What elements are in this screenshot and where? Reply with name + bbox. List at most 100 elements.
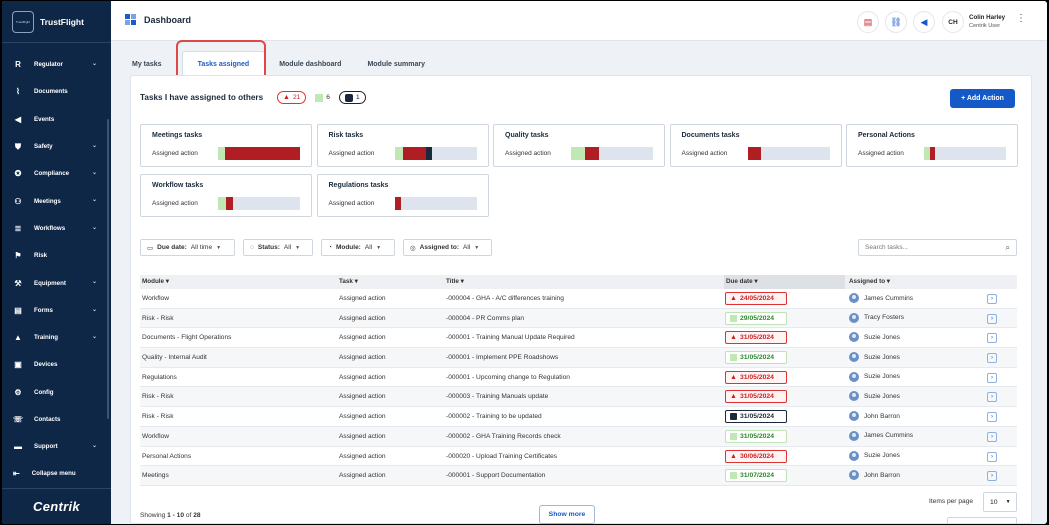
task-card[interactable]: Documents tasks Assigned action: [669, 124, 842, 167]
due-date-filter[interactable]: ▭ Due date: All time ▼: [140, 239, 235, 256]
table-row[interactable]: Meetings Assigned action -000001 - Support…: [140, 466, 1017, 486]
open-row-icon[interactable]: ›: [987, 313, 997, 324]
task-card[interactable]: Risk tasks Assigned action: [316, 124, 489, 167]
green-square-icon: [730, 354, 737, 362]
cell-task: Assigned action: [339, 314, 386, 322]
due-date-badge: ▲ 30/06/2024: [725, 449, 787, 463]
add-action-button[interactable]: + Add Action: [950, 89, 1015, 108]
open-row-icon[interactable]: ›: [987, 471, 997, 482]
sidebar-item-workflows[interactable]: ≣ Workflows ⌄: [2, 215, 111, 242]
task-card[interactable]: Meetings tasks Assigned action: [140, 124, 312, 167]
column-header-module[interactable]: Module ▾: [142, 278, 169, 285]
status-counts: ▲ 21 6 1: [277, 91, 366, 104]
open-row-icon[interactable]: ›: [987, 372, 997, 383]
megaphone-icon[interactable]: ◀: [913, 11, 935, 33]
column-header-due-date[interactable]: Due date ▾: [724, 275, 845, 289]
sidebar-item-safety[interactable]: ⛊ Safety ⌄: [2, 133, 111, 160]
search-input[interactable]: Search tasks... ⌕: [858, 239, 1017, 256]
show-more-button[interactable]: Show more: [539, 505, 595, 524]
sidebar-scrollbar[interactable]: [107, 119, 109, 419]
sidebar-item-contacts[interactable]: ☏ Contacts: [2, 406, 111, 433]
collapse-menu-label: Collapse menu: [31, 469, 76, 477]
column-header-task[interactable]: Task ▾: [339, 278, 358, 285]
green-square-icon: [730, 432, 737, 440]
assignee: Suzie Jones: [849, 391, 900, 402]
sidebar-item-regulator[interactable]: R Regulator ⌄: [2, 51, 111, 78]
task-card[interactable]: Personal Actions Assigned action: [846, 124, 1018, 167]
progress-bar: [394, 147, 477, 160]
search-icon[interactable]: ⌕: [1005, 243, 1010, 252]
status-icon: ◌: [250, 244, 254, 251]
cell-task: Assigned action: [339, 413, 386, 421]
overdue-count-badge: ▲ 21: [277, 91, 307, 104]
table-row[interactable]: Risk - Risk Assigned action -000002 - Trai…: [140, 407, 1017, 427]
sidebar-item-events[interactable]: ◀ Events: [2, 106, 111, 133]
tab-module-summary[interactable]: Module summary: [367, 60, 426, 68]
assigned-to-filter[interactable]: ◎ Assigned to: All ▼: [403, 239, 492, 256]
more-options-icon[interactable]: ⋮: [1016, 13, 1026, 24]
assignee: Suzie Jones: [849, 352, 900, 363]
assignee-name: John Barron: [864, 412, 900, 420]
table-row[interactable]: Risk - Risk Assigned action -000004 - PR C…: [140, 308, 1017, 329]
bar-segment-overdue: [226, 197, 233, 210]
sidebar-item-compliance[interactable]: ✪ Compliance ⌄: [2, 160, 111, 187]
table-row[interactable]: Documents - Flight Operations Assigned ac…: [140, 328, 1017, 349]
bar-segment-overdue: [584, 147, 599, 160]
table-row[interactable]: Personal Actions Assigned action -000020 -…: [140, 447, 1017, 467]
bar-segment-done: [571, 147, 585, 160]
sidebar-item-forms[interactable]: ▤ Forms ⌄: [2, 297, 111, 324]
tab-module-dashboard[interactable]: Module dashboard: [279, 60, 342, 68]
sidebar-item-documents[interactable]: ⌇ Documents: [2, 78, 111, 105]
due-date: 30/06/2024: [739, 452, 774, 460]
card-title: Quality tasks: [505, 132, 549, 139]
sidebar-item-devices[interactable]: ▣ Devices: [2, 351, 111, 378]
sidebar-item-config[interactable]: ⚙ Config: [2, 379, 111, 406]
table-row[interactable]: Regulations Assigned action -000001 - Upco…: [140, 368, 1017, 388]
due-date-badge: 31/05/2024: [725, 410, 787, 424]
open-row-icon[interactable]: ›: [987, 294, 997, 304]
table-row[interactable]: Workflow Assigned action -000004 - GHA - A…: [140, 289, 1017, 309]
column-header-title[interactable]: Title ▾: [446, 278, 464, 285]
open-row-icon[interactable]: ›: [987, 353, 997, 364]
column-header-assigned-to[interactable]: Assigned to ▾: [849, 278, 890, 285]
link-icon[interactable]: ⛓: [885, 11, 907, 33]
task-card[interactable]: Quality tasks Assigned action: [493, 124, 665, 167]
collapse-menu-button[interactable]: ⇤ Collapse menu: [2, 461, 111, 485]
tab-tasks-assigned[interactable]: Tasks assigned: [181, 51, 266, 77]
assignee-name: James Cummins: [864, 432, 914, 440]
sidebar-item-meetings[interactable]: ⚇ Meetings ⌄: [2, 187, 111, 214]
task-card[interactable]: Regulations tasks Assigned action: [316, 174, 489, 217]
status-filter[interactable]: ◌ Status: All ▼: [243, 239, 313, 256]
open-row-icon[interactable]: ›: [987, 333, 997, 344]
sidebar-item-equipment[interactable]: ⚒ Equipment ⌄: [2, 269, 111, 296]
table-row[interactable]: Risk - Risk Assigned action -000003 - Trai…: [140, 387, 1017, 408]
sidebar-item-support[interactable]: ▬ Support ⌄: [2, 433, 111, 460]
pagination-box[interactable]: [947, 517, 1017, 524]
filter-label: Module:: [335, 244, 361, 251]
filter-bar: ▭ Due date: All time ▼ ◌ Status: All ▼ ◔ Module…: [140, 239, 492, 256]
tab-my-tasks[interactable]: My tasks: [132, 60, 162, 68]
due-date-badge: ▲ 31/05/2024: [725, 370, 787, 384]
sidebar-item-label: Support: [34, 443, 58, 451]
module-filter[interactable]: ◔ Module: All ▼: [321, 239, 395, 256]
user-menu[interactable]: CH Colin Harley Centrik User: [942, 10, 1026, 34]
chevron-down-icon: ▼: [474, 244, 480, 251]
document-icon[interactable]: ▤: [857, 11, 879, 33]
open-row-icon[interactable]: ›: [987, 392, 997, 403]
card-title: Risk tasks: [328, 132, 364, 139]
task-card[interactable]: Workflow tasks Assigned action: [140, 174, 312, 217]
chevron-down-icon: ▼: [216, 244, 222, 251]
chevron-down-icon: ▼: [376, 244, 382, 251]
sidebar-item-risk[interactable]: ⚑ Risk: [2, 242, 111, 269]
brand[interactable]: TrustFlight TrustFlight: [12, 11, 84, 33]
cell-title: -000020 - Upload Training Certificates: [446, 452, 558, 460]
sidebar-item-training[interactable]: ▲ Training ⌄: [2, 324, 111, 351]
items-per-page-select[interactable]: 10 ▼: [983, 492, 1017, 512]
open-row-icon[interactable]: ›: [987, 412, 997, 423]
open-row-icon[interactable]: ›: [987, 451, 997, 462]
open-row-icon[interactable]: ›: [987, 431, 997, 442]
table-row[interactable]: Quality - Internal Audit Assigned action -…: [140, 348, 1017, 368]
sidebar-item-label: Workflows: [34, 224, 66, 232]
table-row[interactable]: Workflow Assigned action -000002 - GHA Tra…: [140, 426, 1017, 447]
wrench-icon: ⚒: [14, 278, 22, 288]
